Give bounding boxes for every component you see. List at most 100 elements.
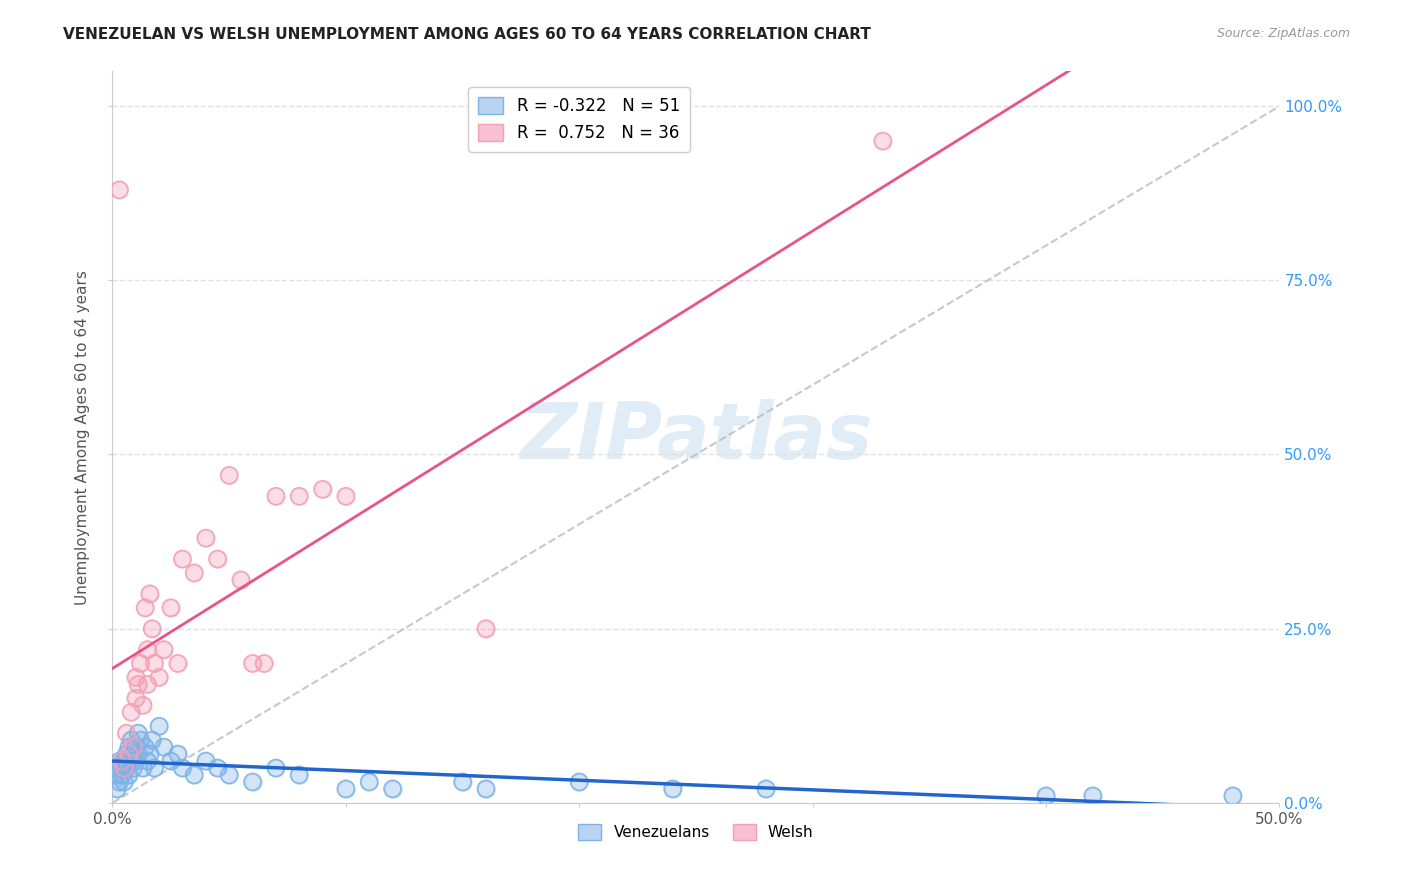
Point [112, 761, 135, 775]
Point [207, 761, 229, 775]
Point [264, 761, 287, 775]
Point [120, 705, 142, 719]
Point [148, 670, 170, 684]
Point [132, 761, 155, 775]
Point [207, 552, 229, 566]
Point [141, 622, 163, 636]
Point [311, 483, 333, 497]
Point [125, 740, 148, 755]
Point [136, 642, 159, 657]
Point [335, 781, 357, 796]
Point [136, 677, 159, 691]
Point [141, 733, 163, 747]
Point [115, 747, 138, 761]
Point [136, 754, 159, 768]
Point [108, 754, 131, 768]
Point [381, 781, 404, 796]
Point [153, 642, 176, 657]
Point [127, 677, 149, 691]
Point [122, 761, 145, 775]
Point [125, 670, 148, 684]
Text: Source: ZipAtlas.com: Source: ZipAtlas.com [1216, 27, 1350, 40]
Point [166, 747, 188, 761]
Point [153, 740, 176, 755]
Point [139, 587, 162, 601]
Point [264, 489, 287, 503]
Point [125, 670, 148, 684]
Point [134, 740, 156, 755]
Point [143, 761, 166, 775]
Point [229, 573, 252, 587]
Point [105, 781, 128, 796]
Point [475, 781, 498, 796]
Point [132, 698, 155, 713]
Point [120, 754, 142, 768]
Point [127, 726, 149, 740]
Point [183, 768, 205, 782]
Point [122, 740, 145, 755]
Point [451, 775, 474, 789]
Point [172, 552, 194, 566]
Point [264, 489, 287, 503]
Point [148, 719, 170, 733]
Point [183, 566, 205, 580]
Point [475, 622, 498, 636]
Point [194, 754, 217, 768]
Point [381, 781, 404, 796]
Point [127, 677, 149, 691]
Point [288, 489, 311, 503]
Point [134, 600, 156, 615]
Point [125, 691, 148, 706]
Point [1081, 789, 1104, 803]
Point [132, 761, 155, 775]
Point [335, 489, 357, 503]
Point [111, 761, 134, 775]
Point [115, 747, 138, 761]
Point [311, 483, 333, 497]
Point [134, 600, 156, 615]
Point [111, 754, 134, 768]
Point [335, 489, 357, 503]
Point [218, 768, 240, 782]
Point [153, 642, 176, 657]
Point [172, 761, 194, 775]
Point [207, 552, 229, 566]
Point [143, 657, 166, 671]
Point [153, 740, 176, 755]
Point [141, 622, 163, 636]
Point [568, 775, 591, 789]
Point [194, 531, 217, 545]
Point [120, 754, 142, 768]
Point [242, 657, 264, 671]
Point [112, 754, 135, 768]
Point [105, 761, 128, 775]
Point [118, 747, 141, 761]
Point [166, 747, 188, 761]
Point [108, 775, 131, 789]
Point [112, 754, 135, 768]
Point [125, 691, 148, 706]
Point [218, 468, 240, 483]
Point [194, 754, 217, 768]
Point [115, 726, 138, 740]
Point [148, 719, 170, 733]
Point [1035, 789, 1057, 803]
Point [122, 747, 145, 761]
Point [661, 781, 683, 796]
Point [872, 134, 894, 148]
Point [129, 657, 152, 671]
Point [127, 726, 149, 740]
Point [229, 573, 252, 587]
Point [112, 775, 135, 789]
Point [111, 768, 134, 782]
Point [160, 754, 183, 768]
Point [118, 768, 141, 782]
Point [172, 552, 194, 566]
Point [122, 740, 145, 755]
Point [288, 768, 311, 782]
Point [242, 775, 264, 789]
Point [120, 733, 142, 747]
Point [139, 747, 162, 761]
Point [115, 761, 138, 775]
Point [120, 733, 142, 747]
